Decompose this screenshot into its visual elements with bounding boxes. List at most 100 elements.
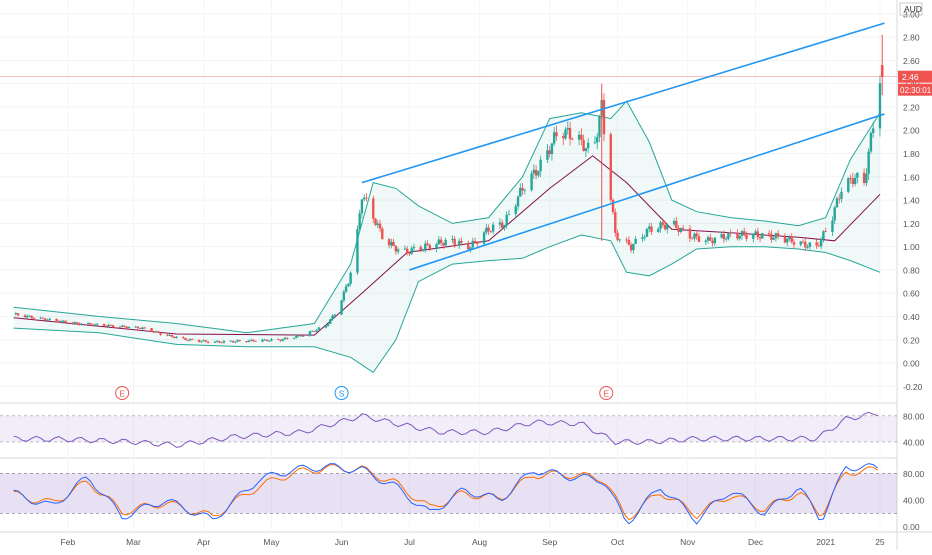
candle-body bbox=[627, 239, 631, 245]
candle-body bbox=[727, 232, 730, 239]
candle-body bbox=[252, 339, 255, 342]
candle-body bbox=[595, 137, 599, 143]
candle-body bbox=[806, 246, 809, 248]
candle-body bbox=[308, 331, 312, 336]
candle-body bbox=[347, 283, 350, 287]
candle-body bbox=[344, 286, 348, 292]
candle-body bbox=[358, 213, 361, 230]
candle-body bbox=[392, 241, 395, 246]
candle-body bbox=[580, 134, 583, 140]
candle-body bbox=[374, 218, 377, 225]
rsi-line bbox=[13, 411, 878, 448]
candle-body bbox=[277, 339, 280, 340]
candle-body bbox=[824, 231, 827, 232]
candle-body bbox=[215, 341, 219, 342]
price-tick-label: 1.40 bbox=[903, 196, 920, 206]
candle-body bbox=[521, 187, 524, 191]
candle-body bbox=[200, 341, 203, 343]
candle-body bbox=[772, 238, 775, 240]
candle-body bbox=[817, 245, 821, 247]
candle-body bbox=[77, 322, 81, 325]
x-axis-label: Nov bbox=[680, 537, 696, 547]
candle-body bbox=[39, 317, 42, 319]
candle-body bbox=[390, 241, 393, 246]
candle-body bbox=[704, 240, 707, 242]
candle-body bbox=[838, 198, 841, 200]
candle-body bbox=[279, 339, 282, 341]
candle-body bbox=[41, 317, 45, 319]
candle-body bbox=[263, 339, 266, 341]
candle-body bbox=[546, 150, 549, 160]
candle-body bbox=[677, 227, 680, 233]
candle-body bbox=[500, 222, 504, 228]
candle-body bbox=[516, 196, 520, 207]
last-price-badge bbox=[898, 70, 932, 83]
candle-body bbox=[424, 243, 427, 250]
candle-body bbox=[460, 240, 463, 243]
bollinger-fill bbox=[13, 101, 881, 373]
x-axis-label: Apr bbox=[197, 537, 210, 547]
candle-body bbox=[614, 212, 617, 233]
candle-body bbox=[690, 238, 694, 240]
candle-body bbox=[326, 323, 330, 326]
candle-body bbox=[410, 248, 413, 254]
candle-body bbox=[632, 243, 635, 251]
candle-body bbox=[498, 222, 502, 225]
candle-body bbox=[835, 198, 839, 208]
candle-body bbox=[213, 341, 217, 343]
bollinger-lower-line bbox=[13, 234, 881, 374]
candle-body bbox=[186, 339, 189, 341]
price-tick-label: 1.00 bbox=[903, 242, 920, 252]
candle-body bbox=[534, 169, 538, 176]
candle-body bbox=[709, 237, 712, 241]
candle-body bbox=[14, 313, 18, 315]
candle-body bbox=[206, 341, 210, 343]
candle-body bbox=[505, 214, 508, 225]
candle-body bbox=[663, 224, 667, 230]
x-axis-label: Feb bbox=[61, 537, 76, 547]
candle-body bbox=[270, 339, 273, 341]
candle-body bbox=[372, 198, 375, 219]
candle-body bbox=[553, 132, 556, 144]
candle-body bbox=[869, 132, 873, 152]
candle-body bbox=[711, 240, 714, 244]
candle-body bbox=[340, 300, 343, 315]
candle-body bbox=[776, 233, 780, 237]
candle-body bbox=[767, 232, 771, 234]
candle-body bbox=[451, 238, 454, 240]
candle-body bbox=[281, 339, 284, 341]
candle-body bbox=[182, 337, 185, 338]
bollinger-upper-line bbox=[13, 100, 881, 334]
price-tick-label: 0.60 bbox=[903, 289, 920, 299]
x-axis-label: May bbox=[263, 537, 280, 547]
candle-body bbox=[566, 127, 569, 130]
candle-body bbox=[625, 239, 628, 241]
x-axis-label: 2021 bbox=[816, 537, 835, 547]
price-tick-label: 2.00 bbox=[903, 126, 920, 136]
channel-upper-line bbox=[361, 22, 885, 184]
candle-body bbox=[324, 325, 327, 328]
event-marker-e bbox=[115, 386, 130, 400]
price-tick-label: 0.40 bbox=[903, 312, 920, 322]
candle-body bbox=[439, 239, 443, 244]
candle-body bbox=[729, 232, 732, 234]
candle-body bbox=[299, 335, 303, 337]
candle-body bbox=[89, 323, 92, 325]
candle-body bbox=[537, 171, 540, 176]
candle-body bbox=[815, 242, 818, 246]
candle-body bbox=[740, 231, 744, 236]
candle-body bbox=[822, 231, 825, 240]
candle-body bbox=[265, 339, 269, 342]
price-tick-label: 0.00 bbox=[903, 359, 920, 369]
candle-body bbox=[819, 239, 823, 247]
candle-body bbox=[157, 331, 160, 333]
candle-body bbox=[752, 234, 755, 239]
candle-body bbox=[222, 340, 226, 343]
currency-box bbox=[899, 2, 923, 16]
candle-body bbox=[761, 232, 764, 239]
candle-body bbox=[191, 339, 194, 340]
candle-body bbox=[582, 139, 585, 152]
candle-body bbox=[792, 242, 796, 245]
candle-body bbox=[675, 220, 678, 228]
